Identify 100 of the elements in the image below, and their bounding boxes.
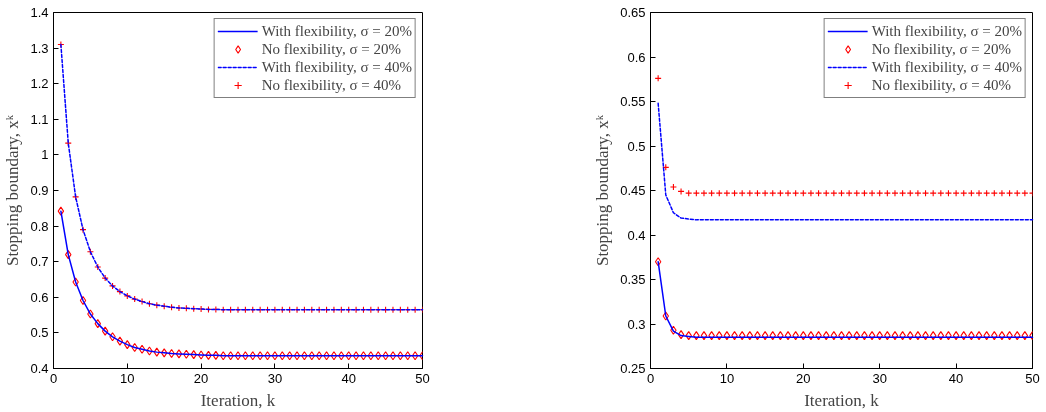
point [807,331,815,341]
point [65,250,72,260]
point [685,331,692,341]
point [654,74,662,82]
point [952,189,960,197]
point [754,331,761,341]
legend-label: No flexibility, σ = 40% [871,76,1011,94]
y-axis-title: Stopping boundary, xᵏ [3,114,23,267]
point [212,350,220,360]
point [914,331,922,341]
point [975,189,983,197]
point [146,346,153,356]
point [220,351,227,361]
point [693,331,700,341]
point [991,331,998,341]
y-tick-label: 1 [41,147,49,163]
y-tick-label: 0.6 [30,289,49,305]
point [1021,189,1029,197]
point [375,351,382,361]
y-tick-label: 0.5 [627,138,646,154]
point [1021,331,1029,341]
point [845,189,853,197]
line-series [60,43,424,311]
point [914,189,922,197]
point [746,331,754,341]
point [286,351,293,361]
x-tick-label: 0 [49,370,58,386]
point [960,331,967,341]
line-series [657,102,1034,221]
point [116,336,124,346]
point [868,189,876,197]
point [301,351,308,361]
point [853,331,860,341]
x-axis-title: Iteration, k [804,390,880,410]
point [116,288,124,296]
point [884,331,891,341]
point [738,331,746,341]
point [256,351,264,361]
point [677,187,685,195]
point [382,351,389,361]
x-axis-title: Iteration, k [200,390,276,410]
point [891,189,899,197]
point [723,331,731,341]
point [160,348,168,358]
point [761,189,769,197]
point [723,189,731,197]
point [769,331,776,341]
point [411,351,419,361]
y-tick-label: 0.3 [627,316,646,332]
point [352,351,360,361]
x-tick-label: 20 [193,370,209,386]
x-tick-label: 10 [120,370,135,386]
point [907,331,914,341]
point [367,351,375,361]
point [153,347,161,357]
point [227,351,234,361]
point [124,340,131,350]
point [249,351,256,361]
point [838,331,845,341]
point [242,351,249,361]
point [323,351,330,361]
point [761,331,769,341]
point [345,351,352,361]
y-tick-label: 0.7 [30,254,49,270]
point [72,277,79,287]
point [234,351,242,361]
point [101,326,109,336]
point [197,350,205,360]
point [94,263,102,271]
point [968,331,975,341]
x-tick-label: 50 [1025,370,1040,386]
point [830,331,838,341]
legend-label: With flexibility, σ = 40% [261,58,412,76]
point [360,351,367,361]
point [330,351,338,361]
point [998,189,1006,197]
x-tick-label: 10 [719,370,735,386]
x-tick-label: 30 [872,370,887,386]
y-tick-label: 0.4 [627,227,646,243]
point [315,351,323,361]
point [876,331,883,341]
point [731,331,738,341]
point [823,331,830,341]
point [308,351,316,361]
point [807,189,815,197]
y-tick-label: 1.3 [30,40,49,56]
point [800,331,807,341]
point [845,331,853,341]
point [868,331,876,341]
x-tick-label: 0 [646,370,655,386]
point [389,351,397,361]
point [397,351,404,361]
point [937,331,945,341]
legend-label: With flexibility, σ = 40% [871,58,1022,76]
point [87,309,94,319]
point [109,332,116,342]
point [183,349,190,359]
point [945,331,952,341]
point [922,331,929,341]
point [998,331,1006,341]
